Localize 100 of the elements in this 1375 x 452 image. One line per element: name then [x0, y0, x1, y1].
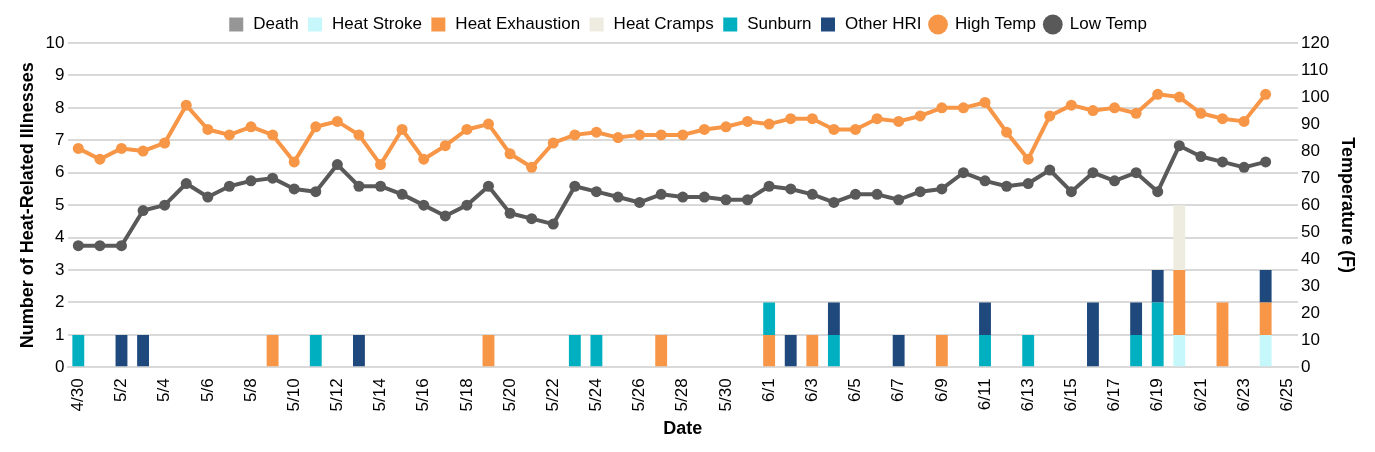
point	[871, 188, 883, 200]
point	[288, 183, 300, 195]
point	[1001, 126, 1013, 138]
point	[936, 102, 948, 114]
point	[1087, 167, 1099, 179]
point	[72, 142, 84, 154]
point	[375, 180, 387, 192]
y-tick-label: 3	[55, 259, 65, 279]
x-tick-label: 6/23	[1233, 378, 1253, 412]
x-tick-label: 6/15	[1061, 378, 1081, 412]
y2-tick-label: 40	[1301, 248, 1320, 268]
y2-tick-label: 20	[1301, 302, 1320, 322]
y2-tick-label: 50	[1301, 221, 1320, 241]
x-tick-label: 6/17	[1104, 378, 1124, 412]
x-tick-label: 5/26	[629, 378, 649, 412]
y2-tick-label: 60	[1301, 194, 1320, 214]
y2-tick-label: 120	[1301, 32, 1330, 52]
point	[914, 110, 926, 122]
point	[1065, 99, 1077, 111]
x-tick-label: 5/28	[672, 378, 692, 412]
point	[634, 196, 646, 208]
x-tick-label: 6/11	[974, 378, 994, 411]
point	[310, 121, 322, 133]
point	[828, 123, 840, 135]
point	[482, 118, 494, 130]
point	[590, 126, 602, 138]
point	[785, 113, 797, 125]
bar	[309, 334, 322, 367]
point	[202, 123, 214, 135]
x-tick-label: 5/30	[715, 378, 735, 412]
point	[223, 129, 235, 141]
bar	[979, 302, 991, 335]
point	[612, 132, 624, 144]
bar	[115, 334, 128, 367]
legend-label: Low Temp	[1069, 14, 1147, 34]
bar	[266, 334, 279, 367]
bar	[1022, 334, 1035, 367]
bar	[72, 334, 85, 367]
point	[1173, 91, 1185, 103]
bar	[806, 334, 819, 367]
point	[1152, 88, 1164, 100]
bar	[1259, 270, 1272, 303]
bar	[1173, 334, 1186, 367]
point	[655, 129, 667, 141]
bar	[137, 334, 150, 367]
bar	[827, 334, 840, 367]
y2-tick-label: 90	[1301, 113, 1320, 133]
point	[1087, 105, 1099, 117]
point	[331, 159, 343, 171]
point	[720, 194, 732, 206]
x-axis-title: Date	[663, 418, 703, 439]
point	[504, 207, 516, 219]
y2-tick-label: 0	[1301, 357, 1311, 376]
y-tick-label: 4	[55, 227, 65, 247]
point	[849, 188, 861, 200]
point	[331, 115, 343, 127]
y2-tick-label: 110	[1301, 59, 1329, 79]
point	[547, 218, 559, 230]
point	[223, 180, 235, 192]
bar	[979, 334, 991, 367]
x-tick-label: 5/20	[499, 378, 519, 412]
bar	[568, 334, 581, 367]
point	[202, 191, 214, 203]
point	[698, 191, 710, 203]
point	[267, 172, 279, 184]
point	[957, 167, 969, 179]
y-tick-label: 1	[55, 324, 65, 344]
point	[94, 240, 106, 252]
point	[1216, 113, 1228, 125]
legend-label: Heat Exhaustion	[455, 14, 581, 34]
point	[1065, 186, 1077, 198]
point	[288, 156, 300, 168]
point	[569, 129, 581, 141]
legend-label: Death	[253, 14, 299, 34]
point	[893, 115, 905, 127]
y-tick-label: 0	[55, 357, 65, 376]
x-tick-label: 5/18	[456, 378, 476, 412]
point	[547, 137, 559, 149]
x-tick-label: 5/24	[586, 378, 606, 412]
point	[785, 183, 797, 195]
bar	[1087, 302, 1099, 367]
point	[526, 161, 538, 173]
legend-label: Other HRI	[845, 14, 922, 34]
point	[763, 180, 775, 192]
point	[418, 153, 430, 165]
bar	[353, 334, 365, 367]
bar	[1259, 334, 1272, 367]
point	[439, 140, 451, 152]
point	[806, 113, 818, 125]
y-tick-label: 5	[55, 194, 65, 214]
y-tick-label: 6	[55, 162, 65, 182]
point	[159, 137, 171, 149]
point	[569, 180, 581, 192]
bar	[590, 334, 603, 367]
point	[115, 240, 127, 252]
point	[914, 186, 926, 198]
x-tick-label: 6/5	[845, 378, 865, 402]
bar	[1151, 302, 1164, 367]
point	[677, 191, 689, 203]
point	[482, 180, 494, 192]
